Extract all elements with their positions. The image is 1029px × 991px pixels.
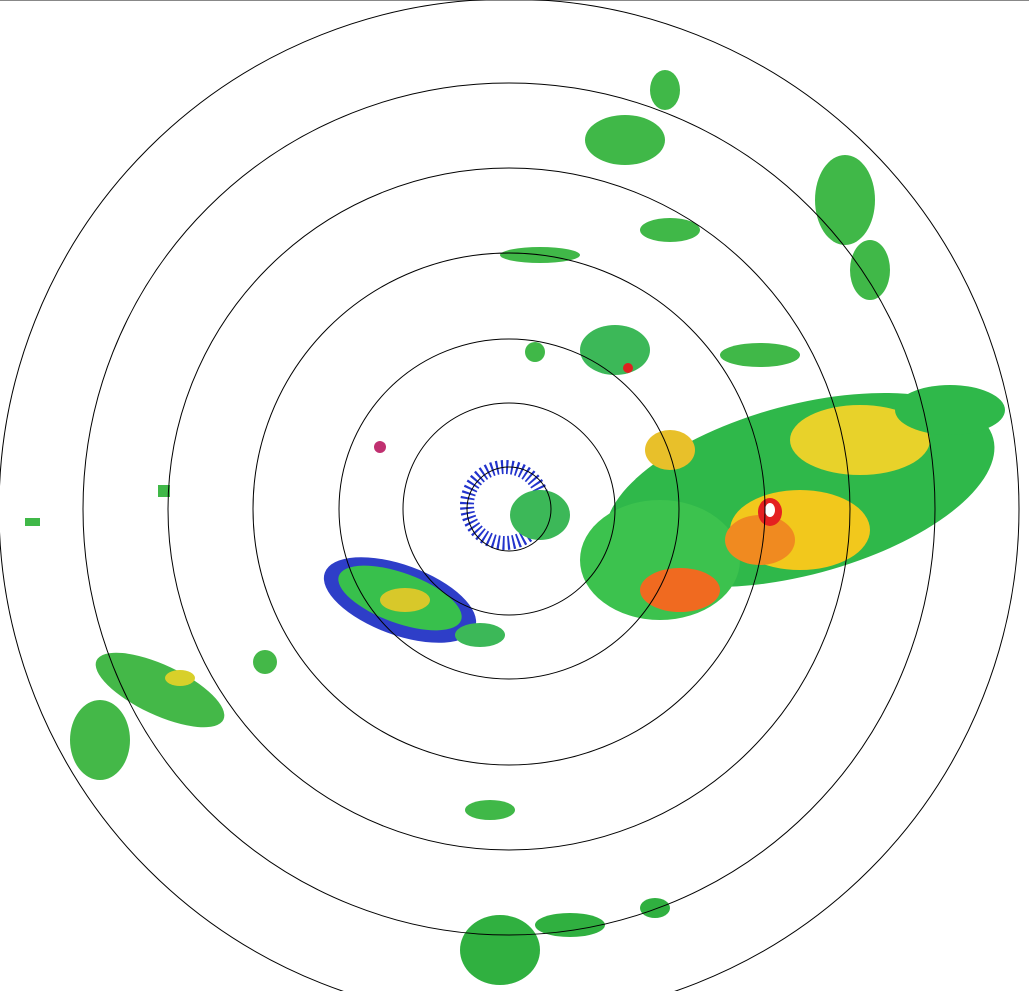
echo-green: [95, 652, 225, 728]
echo-green: [580, 325, 650, 375]
echo-green: [455, 623, 505, 647]
echo-yellow: [790, 405, 930, 475]
echo-green: [640, 218, 700, 242]
range-ring: [82, 82, 936, 936]
echo-yellow: [380, 588, 430, 612]
range-ring: [167, 167, 851, 851]
range-ring: [466, 466, 552, 552]
echo-yellow: [165, 670, 195, 686]
echo-yellow: [645, 430, 695, 470]
echo-green: [525, 342, 545, 362]
range-ring: [402, 402, 616, 616]
echo-green: [850, 240, 890, 300]
echo-green: [510, 490, 570, 540]
echo-red: [623, 363, 633, 373]
echo-magenta: [374, 441, 386, 453]
echo-green: [25, 518, 40, 526]
echo-green: [158, 485, 170, 497]
echo-green: [640, 898, 670, 918]
echo-green: [585, 115, 665, 165]
echo-green: [460, 915, 540, 985]
echo-green: [70, 700, 130, 780]
range-ring: [338, 338, 680, 680]
echo-green: [253, 650, 277, 674]
echo-green: [650, 70, 680, 110]
echo-green: [815, 155, 875, 245]
echo-green: [465, 800, 515, 820]
echo-green: [720, 343, 800, 367]
echo-orange: [725, 515, 795, 565]
echo-green: [895, 385, 1005, 435]
echo-orange: [640, 568, 720, 612]
range-ring: [252, 252, 766, 766]
echo-green: [535, 913, 605, 937]
echo-white: [765, 503, 775, 517]
